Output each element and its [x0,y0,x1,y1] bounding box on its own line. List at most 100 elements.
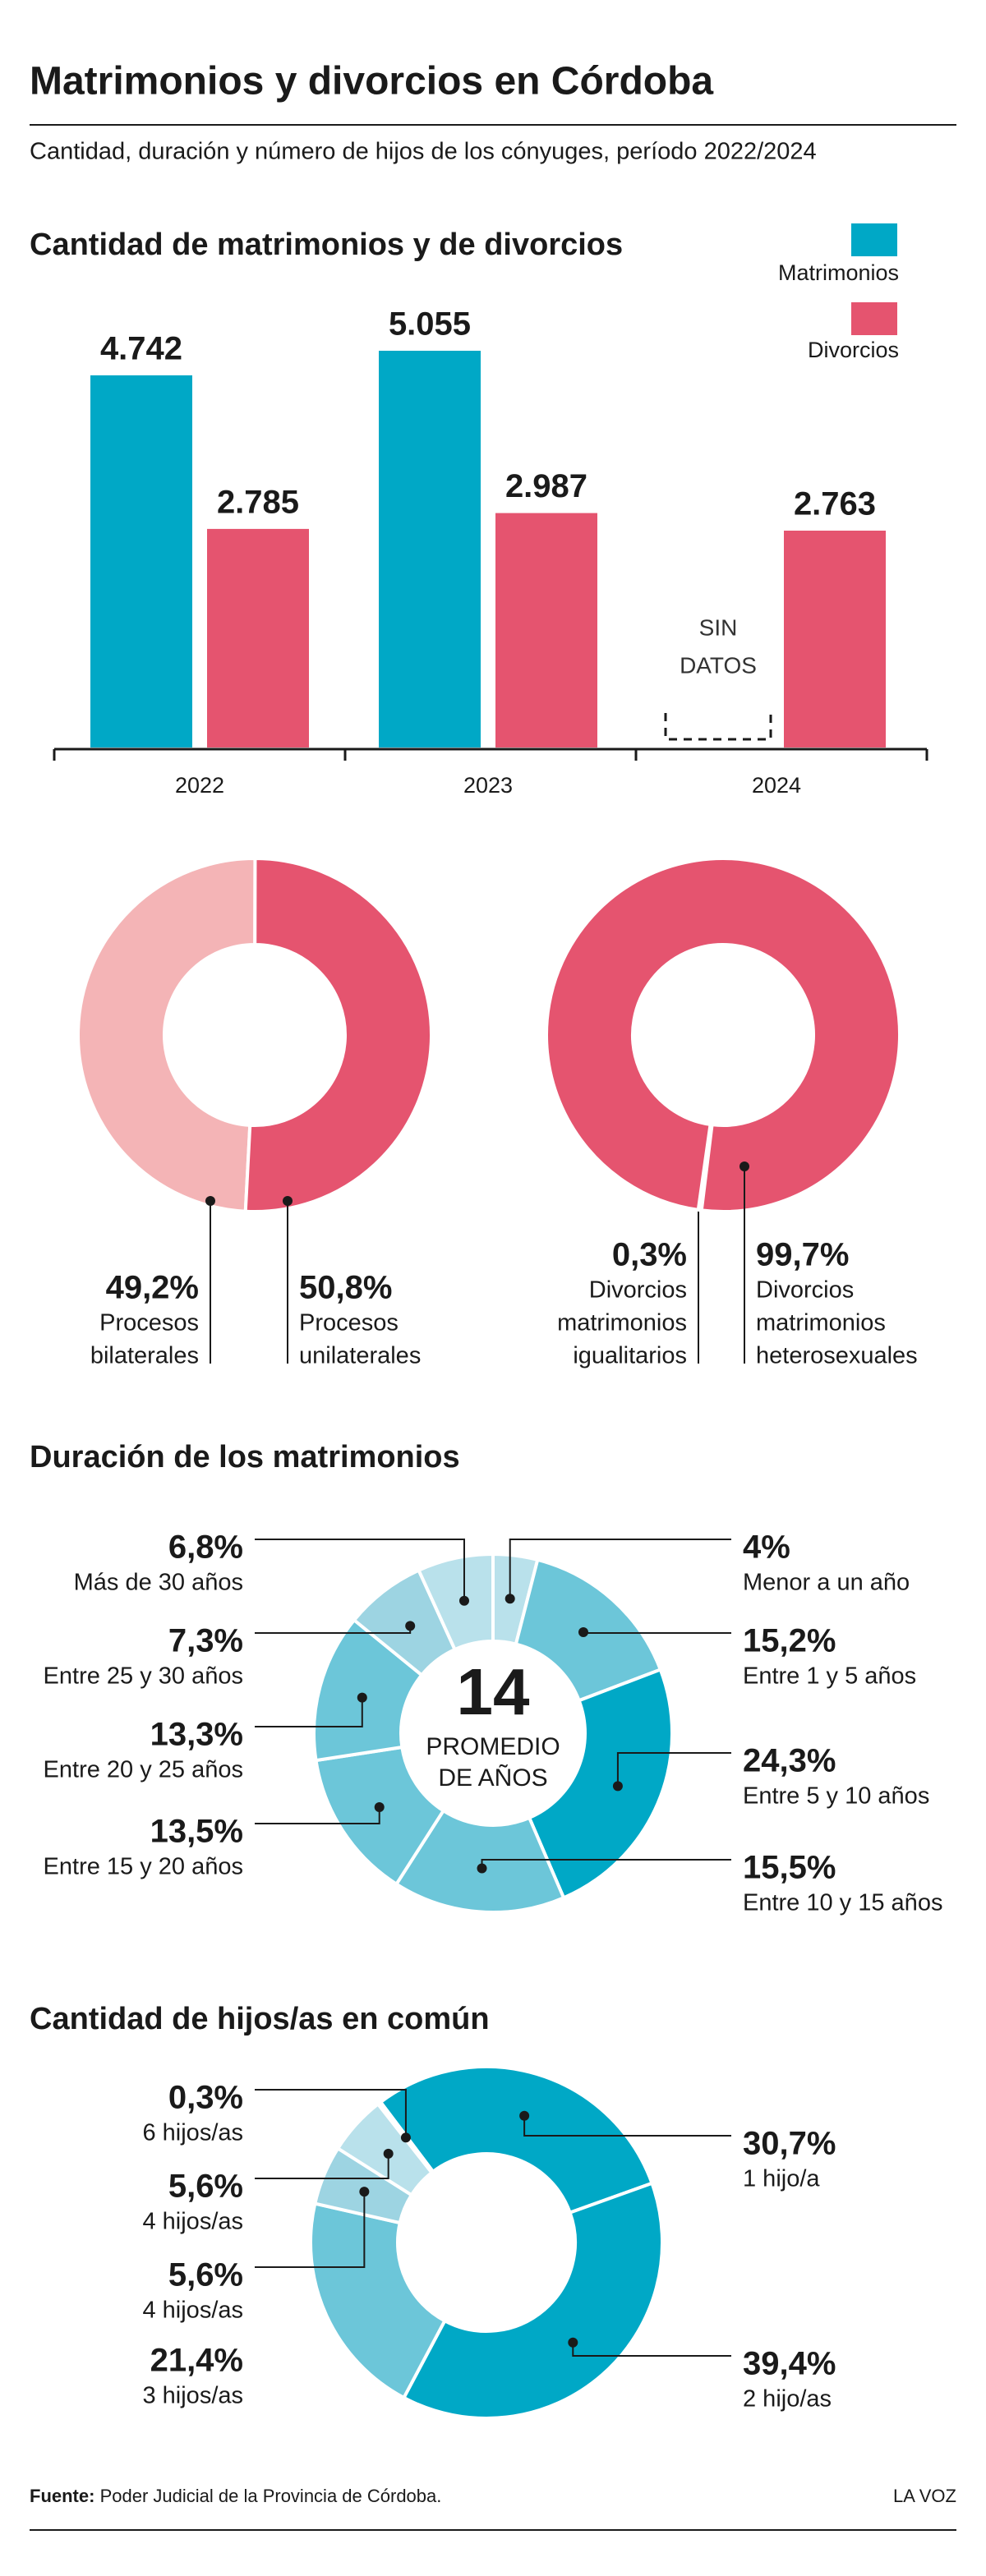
x-tick-label: 2022 [175,773,224,798]
source-note: Fuente: Poder Judicial de la Provincia d… [30,2486,441,2506]
no-data-note: DATOS [680,652,757,678]
donut-slice [309,2201,447,2400]
value-label: 0,3% [612,1237,687,1273]
leader-dot [740,1162,749,1171]
bar [379,351,481,748]
value-label: 24,3% [743,1743,836,1779]
center-text: DE AÑOS [438,1764,547,1792]
slice-label: matrimonios [756,1310,886,1336]
section-title: Duración de los matrimonios [30,1440,460,1474]
donut-slice [76,856,257,1213]
leader-line [255,2089,407,2138]
no-data-bracket [664,713,772,741]
value-label: 99,7% [756,1237,849,1273]
slice-label: Entre 5 y 10 años [743,1783,929,1810]
value-label: 7,3% [168,1623,243,1659]
source-label: Fuente: [30,2486,94,2506]
leader-line [582,1632,731,1634]
slice-label: unilaterales [299,1343,421,1369]
leader-dot [612,1781,623,1792]
slice-label: Más de 30 años [74,1570,243,1596]
slice-label: heterosexuales [756,1343,918,1369]
leader-dot [374,1802,385,1813]
value-label: 49,2% [106,1270,199,1306]
value-label: 39,4% [743,2346,836,2382]
donut-slice [401,2181,664,2420]
value-label: 5,6% [168,2257,243,2293]
page-title: Matrimonios y divorcios en Córdoba [30,60,713,104]
slice-label: Entre 1 y 5 años [743,1663,916,1690]
x-tick-label: 2024 [752,773,801,798]
donut-slice [378,2065,655,2215]
slice-label: Entre 15 y 20 años [44,1854,243,1880]
section-title: Cantidad de matrimonios y de divorcios [30,228,623,262]
value-label: 50,8% [299,1270,392,1306]
leader-dot [405,1621,416,1631]
slice-label: bilaterales [90,1343,199,1369]
slice-label: Procesos [99,1310,199,1336]
bar [495,513,597,748]
leader-dot [359,2187,370,2197]
section-title: Cantidad de hijos/as en común [30,2002,490,2036]
value-label: 15,5% [743,1850,836,1886]
slice-label: igualitarios [573,1343,687,1369]
slice-label: 6 hijos/as [142,2120,243,2146]
slice-label: Divorcios [589,1277,687,1304]
value-label: 5.055 [389,306,471,343]
value-label: 2.785 [217,484,299,520]
leader-dot [400,2132,411,2143]
slice-label: Entre 10 y 15 años [743,1890,942,1916]
center-text: PROMEDIO [426,1733,560,1760]
value-label: 4% [743,1530,790,1566]
slice-label: matrimonios [557,1310,687,1336]
slice-label: Procesos [299,1310,399,1336]
donut-slice [527,1667,674,1900]
legend-swatch [851,302,897,335]
value-label: 15,2% [743,1623,836,1659]
slice-label: Divorcios [756,1277,854,1304]
slice-label: 1 hijo/a [743,2166,820,2192]
leader-dot [477,1863,487,1874]
donut-slice [544,857,901,1213]
slice-label: Entre 20 y 25 años [44,1757,243,1783]
leader-dot [205,1196,215,1206]
leader-line [255,1697,363,1727]
leader-dot [505,1594,515,1604]
value-label: 2.987 [505,468,587,504]
bar [207,528,309,748]
legend-label: Matrimonios [778,260,899,285]
donut-slice [416,1552,495,1652]
brand: LA VOZ [893,2486,956,2506]
x-tick-label: 2023 [463,773,513,798]
slice-label: 3 hijos/as [142,2383,243,2409]
source-text: Poder Judicial de la Provincia de Córdob… [100,2486,442,2506]
leader-line [255,2153,389,2179]
bar [90,375,192,748]
slice-label: Menor a un año [743,1570,910,1596]
leader-line [523,2115,731,2137]
slice-label: Entre 25 y 30 años [44,1663,243,1690]
value-label: 13,3% [150,1717,243,1753]
value-label: 30,7% [743,2126,836,2162]
center-value: 14 [457,1655,530,1728]
leader-dot [519,2110,530,2121]
leader-line [616,1752,731,1787]
leader-line [255,1807,380,1824]
value-label: 13,5% [150,1814,243,1850]
value-label: 0,3% [168,2080,243,2116]
legend-label: Divorcios [808,338,899,362]
leader-line [509,1539,731,1599]
bar [784,530,886,748]
leader-dot [357,1692,367,1703]
value-label: 2.763 [794,486,876,522]
leader-line [255,2192,366,2268]
slice-label: 2 hijo/as [743,2386,832,2413]
value-label: 21,4% [150,2343,243,2379]
page-subtitle: Cantidad, duración y número de hijos de … [30,139,817,165]
value-label: 5,6% [168,2169,243,2205]
donut-slice [243,856,433,1213]
value-label: 6,8% [168,1530,243,1566]
leader-dot [383,2148,394,2159]
